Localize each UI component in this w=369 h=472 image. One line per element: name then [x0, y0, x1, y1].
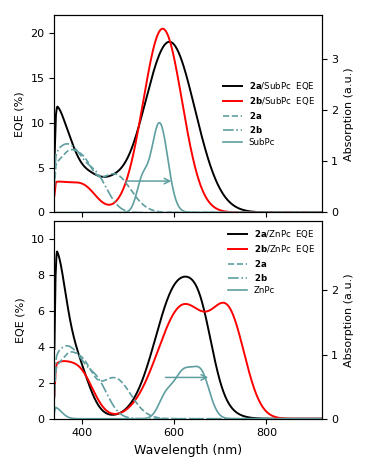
Y-axis label: EQE (%): EQE (%) — [15, 297, 25, 343]
X-axis label: Wavelength (nm): Wavelength (nm) — [134, 444, 242, 457]
Y-axis label: Absorption (a.u.): Absorption (a.u.) — [344, 273, 354, 367]
Legend: $\mathbf{2a}$/SubPc  EQE, $\mathbf{2b}$/SubPc  EQE, $\mathbf{2a}$, $\mathbf{2b}$: $\mathbf{2a}$/SubPc EQE, $\mathbf{2b}$/S… — [220, 77, 317, 150]
Legend: $\mathbf{2a}$/ZnPc  EQE, $\mathbf{2b}$/ZnPc  EQE, $\mathbf{2a}$, $\mathbf{2b}$, : $\mathbf{2a}$/ZnPc EQE, $\mathbf{2b}$/Zn… — [225, 226, 317, 298]
Y-axis label: Absorption (a.u.): Absorption (a.u.) — [344, 67, 354, 160]
Y-axis label: EQE (%): EQE (%) — [15, 91, 25, 136]
